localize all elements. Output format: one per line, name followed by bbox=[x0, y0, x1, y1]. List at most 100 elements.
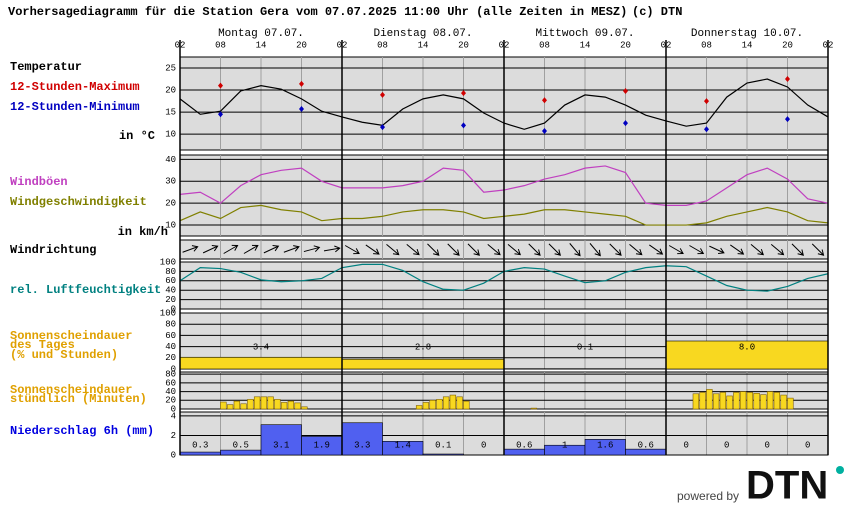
day-label: Dienstag 08.07. bbox=[373, 28, 472, 40]
bar bbox=[766, 391, 774, 410]
bar bbox=[422, 453, 464, 456]
panel-label: des Tages bbox=[10, 338, 75, 352]
y-tick-label: 60 bbox=[165, 378, 176, 388]
y-tick-label: 0 bbox=[171, 364, 176, 374]
y-tick-label: 0 bbox=[171, 450, 176, 460]
powered-by: powered by bbox=[677, 489, 739, 503]
y-tick-label: 100 bbox=[160, 257, 176, 267]
value-label: 3.4 bbox=[253, 342, 269, 352]
y-tick-label: 80 bbox=[165, 370, 176, 380]
bar bbox=[240, 403, 247, 410]
panel-label: Niederschlag 6h (mm) bbox=[10, 424, 154, 438]
bar bbox=[220, 401, 227, 410]
wind-arrow bbox=[649, 244, 664, 255]
x-tick-label: 20 bbox=[296, 40, 307, 50]
bar bbox=[665, 340, 829, 370]
wind-arrow bbox=[689, 245, 705, 255]
panel-label: stündlich (Minuten) bbox=[10, 392, 147, 406]
wind-arrow bbox=[447, 243, 460, 256]
logo-dot bbox=[836, 466, 844, 474]
bar bbox=[233, 400, 241, 410]
legend-label: Windböen bbox=[10, 175, 68, 189]
y-tick-label: 25 bbox=[165, 63, 176, 73]
bar bbox=[226, 404, 234, 410]
marker bbox=[380, 91, 385, 98]
bar bbox=[712, 393, 720, 410]
wind-arrow bbox=[365, 244, 380, 255]
wind-arrow bbox=[548, 243, 561, 256]
bar bbox=[267, 396, 274, 410]
bar bbox=[341, 358, 505, 370]
bar bbox=[253, 396, 261, 410]
wind-arrow bbox=[263, 245, 280, 254]
y-tick-label: 30 bbox=[165, 177, 176, 187]
bar bbox=[422, 402, 430, 410]
wind-arrow bbox=[487, 243, 501, 256]
marker bbox=[380, 124, 385, 131]
copyright: (c) DTN bbox=[632, 5, 682, 19]
value-label: 0 bbox=[684, 440, 689, 450]
bar bbox=[760, 394, 767, 410]
value-label: 3.3 bbox=[354, 440, 370, 450]
bar bbox=[739, 391, 747, 410]
bar bbox=[280, 402, 288, 410]
bar bbox=[429, 399, 436, 410]
bar bbox=[753, 393, 760, 410]
y-tick-label: 10 bbox=[165, 220, 176, 230]
bar bbox=[463, 400, 470, 410]
wind-arrow bbox=[427, 243, 440, 256]
marker bbox=[218, 82, 223, 89]
x-tick-label: 14 bbox=[418, 40, 429, 50]
wind-arrow bbox=[243, 244, 259, 254]
panel-label: Sonnenscheindauer bbox=[10, 383, 132, 397]
bar bbox=[733, 392, 740, 410]
y-tick-label: 40 bbox=[165, 286, 176, 296]
y-tick-label: 40 bbox=[165, 155, 176, 165]
bar bbox=[726, 395, 733, 410]
x-tick-label: 14 bbox=[256, 40, 267, 50]
wind-arrow bbox=[668, 245, 684, 255]
wind-arrow bbox=[467, 243, 480, 256]
x-tick-label: 14 bbox=[580, 40, 591, 50]
panel-label: Windrichtung bbox=[10, 243, 96, 257]
y-tick-label: 80 bbox=[165, 320, 176, 330]
day-label: Mittwoch 09.07. bbox=[535, 28, 634, 40]
bar bbox=[530, 407, 538, 410]
logo: DTN bbox=[746, 464, 828, 508]
wind-arrow bbox=[507, 243, 521, 256]
bar bbox=[699, 392, 706, 410]
marker bbox=[461, 122, 466, 129]
y-tick-label: 60 bbox=[165, 331, 176, 341]
bar bbox=[179, 451, 221, 456]
bar bbox=[220, 449, 262, 456]
value-label: 1.6 bbox=[597, 440, 613, 450]
day-label: Montag 07.07. bbox=[218, 28, 304, 40]
x-tick-label: 08 bbox=[377, 40, 388, 50]
value-label: 0.1 bbox=[577, 342, 593, 352]
y-tick-label: 0 bbox=[171, 404, 176, 414]
y-tick-label: 0 bbox=[171, 304, 176, 314]
bar bbox=[692, 393, 700, 410]
y-tick-label: 20 bbox=[165, 295, 176, 305]
x-tick-label: 20 bbox=[458, 40, 469, 50]
wind-arrow bbox=[609, 243, 622, 256]
value-label: 0 bbox=[481, 440, 486, 450]
bar bbox=[301, 406, 308, 410]
y-tick-label: 4 bbox=[171, 411, 176, 421]
marker bbox=[542, 128, 547, 135]
x-tick-label: 20 bbox=[782, 40, 793, 50]
x-tick-label: 14 bbox=[742, 40, 753, 50]
bar bbox=[449, 394, 457, 410]
wind-arrow bbox=[730, 244, 745, 255]
day-label: Donnerstag 10.07. bbox=[691, 28, 803, 40]
marker bbox=[623, 120, 628, 127]
wind-arrow bbox=[528, 243, 541, 256]
x-tick-label: 08 bbox=[701, 40, 712, 50]
bar bbox=[436, 399, 443, 410]
wind-arrow bbox=[770, 243, 785, 256]
y-tick-label: 80 bbox=[165, 267, 176, 277]
value-label: 0.5 bbox=[233, 440, 249, 450]
marker bbox=[542, 97, 547, 104]
y-tick-label: 60 bbox=[165, 276, 176, 286]
wind-arrow bbox=[303, 245, 321, 253]
